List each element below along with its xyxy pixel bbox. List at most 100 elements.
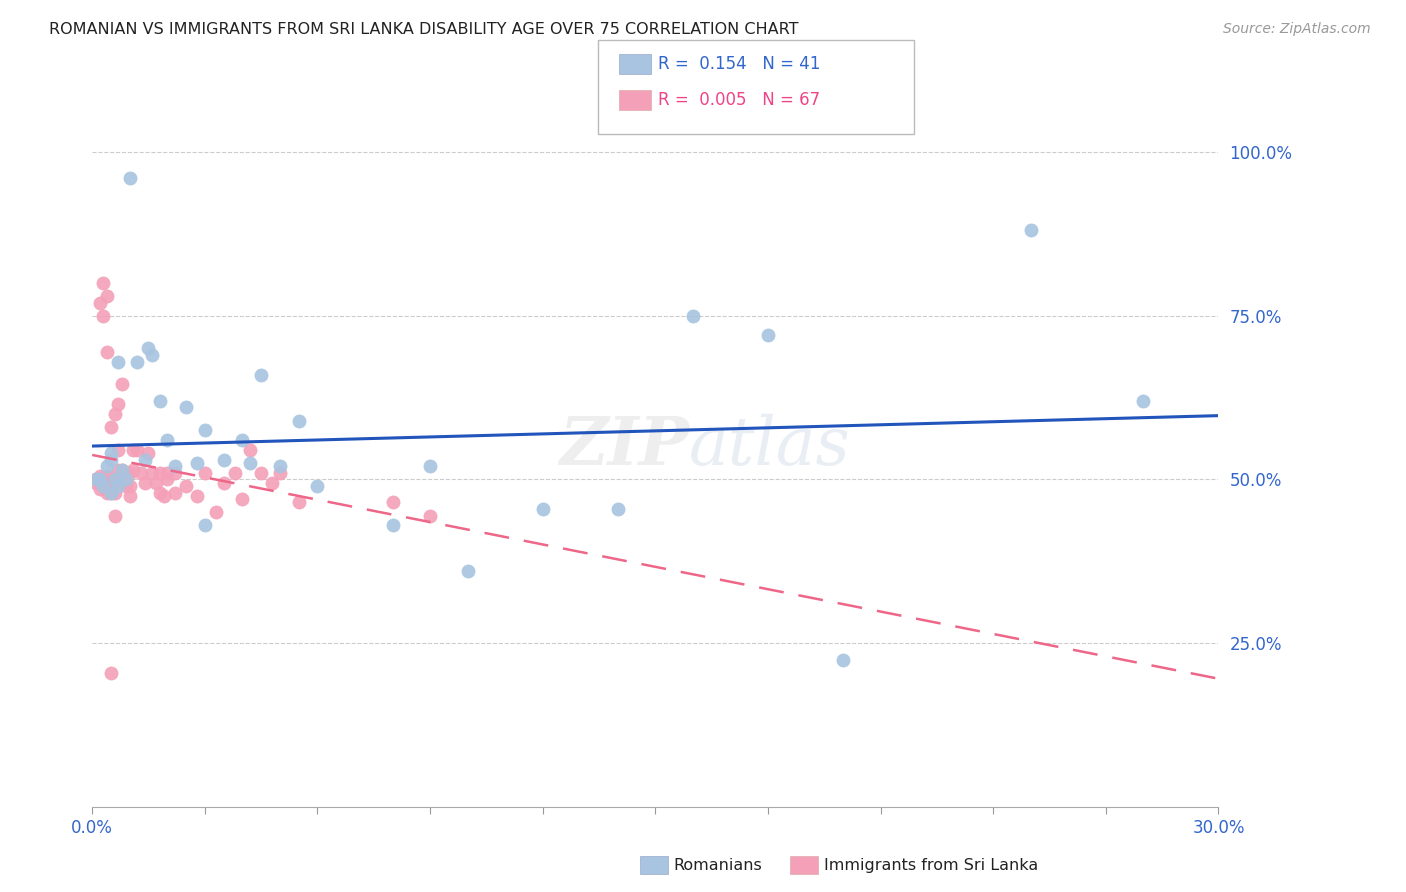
- Point: [115, 473, 138, 487]
- Point: [89, 295, 111, 310]
- Point: [307, 479, 329, 493]
- Point: [118, 466, 141, 480]
- Text: R =  0.005   N = 67: R = 0.005 N = 67: [658, 91, 820, 109]
- Point: [287, 495, 309, 509]
- Point: [104, 407, 127, 421]
- Point: [104, 475, 127, 490]
- Point: [381, 518, 404, 533]
- Point: [100, 452, 122, 467]
- Point: [93, 479, 115, 493]
- Point: [115, 479, 138, 493]
- Point: [145, 475, 167, 490]
- Point: [163, 485, 186, 500]
- Point: [381, 495, 404, 509]
- Point: [419, 459, 441, 474]
- Point: [96, 459, 118, 474]
- Point: [239, 456, 262, 470]
- Point: [104, 508, 127, 523]
- Point: [89, 469, 111, 483]
- Point: [111, 463, 134, 477]
- Point: [96, 469, 118, 483]
- Point: [156, 466, 179, 480]
- Point: [104, 473, 127, 487]
- Point: [107, 473, 129, 487]
- Point: [149, 393, 172, 408]
- Point: [212, 452, 235, 467]
- Point: [96, 344, 118, 359]
- Point: [224, 466, 246, 480]
- Text: Immigrants from Sri Lanka: Immigrants from Sri Lanka: [824, 858, 1038, 872]
- Point: [1019, 223, 1042, 237]
- Point: [104, 485, 127, 500]
- Text: ZIP: ZIP: [560, 414, 689, 479]
- Point: [84, 473, 107, 487]
- Point: [419, 508, 441, 523]
- Point: [122, 442, 145, 457]
- Point: [89, 483, 111, 497]
- Point: [194, 466, 217, 480]
- Point: [96, 475, 118, 490]
- Point: [118, 171, 141, 186]
- Point: [100, 485, 122, 500]
- Point: [100, 479, 122, 493]
- Point: [250, 368, 273, 382]
- Point: [96, 485, 118, 500]
- Point: [606, 502, 628, 516]
- Point: [107, 479, 129, 493]
- Point: [84, 473, 107, 487]
- Point: [122, 463, 145, 477]
- Point: [174, 479, 197, 493]
- Point: [756, 328, 779, 343]
- Text: R =  0.154   N = 41: R = 0.154 N = 41: [658, 55, 820, 73]
- Point: [93, 479, 115, 493]
- Point: [100, 665, 122, 680]
- Point: [1132, 393, 1154, 408]
- Text: atlas: atlas: [689, 414, 851, 479]
- Point: [107, 442, 129, 457]
- Point: [194, 518, 217, 533]
- Point: [141, 466, 163, 480]
- Point: [89, 473, 111, 487]
- Point: [163, 466, 186, 480]
- Point: [134, 475, 156, 490]
- Point: [287, 413, 309, 427]
- Point: [107, 463, 129, 477]
- Point: [93, 473, 115, 487]
- Point: [96, 289, 118, 303]
- Point: [239, 442, 262, 457]
- Point: [269, 459, 291, 474]
- Text: ROMANIAN VS IMMIGRANTS FROM SRI LANKA DISABILITY AGE OVER 75 CORRELATION CHART: ROMANIAN VS IMMIGRANTS FROM SRI LANKA DI…: [49, 22, 799, 37]
- Point: [84, 475, 107, 490]
- Point: [231, 433, 253, 447]
- Point: [682, 309, 704, 323]
- Point: [134, 452, 156, 467]
- Text: Source: ZipAtlas.com: Source: ZipAtlas.com: [1223, 22, 1371, 37]
- Point: [93, 276, 115, 290]
- Point: [100, 485, 122, 500]
- Point: [194, 423, 217, 437]
- Point: [174, 401, 197, 415]
- Text: Romanians: Romanians: [673, 858, 762, 872]
- Point: [138, 342, 160, 356]
- Point: [107, 397, 129, 411]
- Point: [93, 475, 115, 490]
- Point: [205, 505, 228, 519]
- Point: [250, 466, 273, 480]
- Point: [163, 459, 186, 474]
- Point: [127, 442, 149, 457]
- Point: [89, 473, 111, 487]
- Point: [111, 475, 134, 490]
- Point: [156, 433, 179, 447]
- Point: [127, 354, 149, 368]
- Point: [93, 309, 115, 323]
- Point: [141, 348, 163, 362]
- Point: [100, 420, 122, 434]
- Point: [149, 466, 172, 480]
- Point: [149, 485, 172, 500]
- Point: [100, 446, 122, 460]
- Point: [832, 653, 855, 667]
- Point: [100, 473, 122, 487]
- Point: [107, 354, 129, 368]
- Point: [212, 475, 235, 490]
- Point: [111, 377, 134, 392]
